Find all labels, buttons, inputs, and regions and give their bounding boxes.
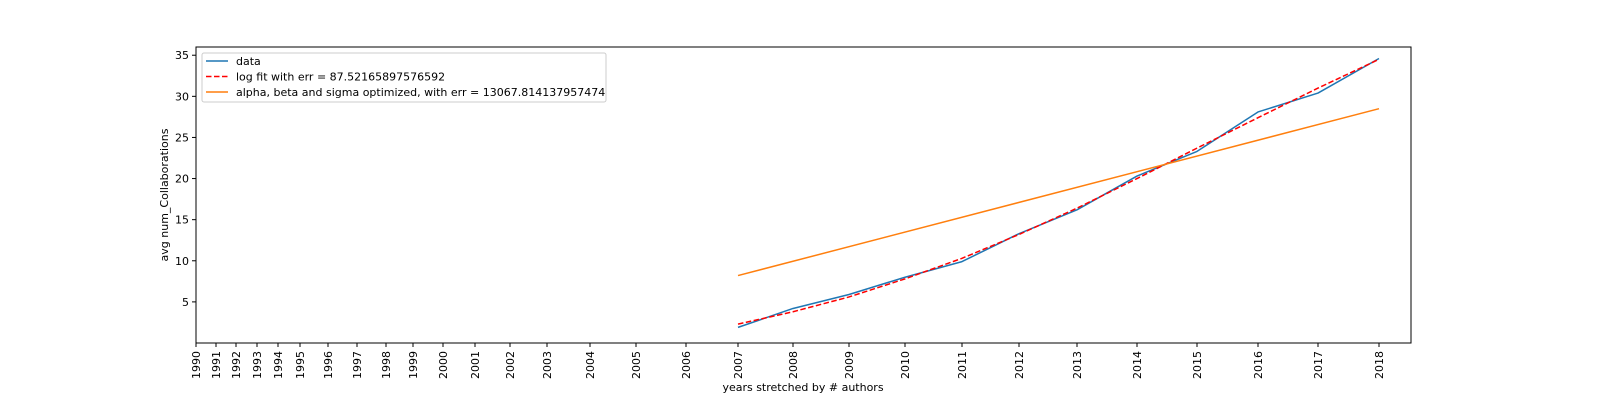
legend: data log fit with err = 87.52165897576592… [201, 52, 607, 103]
x-tick-label: 2004 [584, 351, 597, 379]
x-axis-ticks: 1990 1991 1992 1993 1994 1995 1996 1997 1998 1999… [190, 343, 1386, 379]
plot-frame [195, 46, 1412, 344]
x-tick-label: 2012 [1013, 351, 1026, 379]
legend-label: data [236, 55, 261, 68]
y-tick-label: 30 [175, 90, 189, 103]
x-tick-label: 2008 [787, 351, 800, 379]
x-tick-label: 1991 [210, 351, 223, 379]
x-tick-label: 2000 [437, 351, 450, 379]
x-tick-label: 2007 [732, 351, 745, 379]
x-tick-label: 2002 [504, 351, 517, 379]
x-tick-label: 1997 [351, 351, 364, 379]
x-tick-label: 2014 [1131, 351, 1144, 379]
legend-box [201, 52, 607, 103]
x-tick-label: 2018 [1373, 351, 1386, 379]
x-tick-label: 2009 [843, 351, 856, 379]
x-tick-label: 2011 [956, 351, 969, 379]
x-tick-label: 2001 [469, 351, 482, 379]
legend-label: alpha, beta and sigma optimized, with er… [236, 86, 605, 99]
x-tick-label: 1992 [230, 351, 243, 379]
x-tick-label: 2013 [1071, 351, 1084, 379]
x-tick-label: 1995 [294, 351, 307, 379]
series-line-2 [737, 58, 1380, 325]
series-line-1 [737, 57, 1380, 329]
series-line-3 [737, 107, 1380, 277]
x-tick-label: 2015 [1191, 351, 1204, 379]
y-axis-title: avg num_Collaborations [158, 128, 171, 261]
x-tick-label: 1993 [251, 351, 264, 379]
x-tick-label: 1998 [380, 351, 393, 379]
x-tick-label: 1996 [322, 351, 335, 379]
x-tick-label: 2003 [541, 351, 554, 379]
x-axis-title: years stretched by # authors [722, 381, 883, 394]
y-tick-label: 35 [175, 49, 189, 62]
x-tick-label: 2016 [1252, 351, 1265, 379]
y-tick-label: 15 [175, 214, 189, 227]
x-tick-label: 1994 [272, 351, 285, 379]
x-tick-label: 2006 [680, 351, 693, 379]
y-tick-label: 25 [175, 131, 189, 144]
x-tick-label: 1999 [407, 351, 420, 379]
legend-label: log fit with err = 87.52165897576592 [236, 71, 445, 84]
y-tick-label: 5 [182, 296, 189, 309]
x-tick-label: 2005 [630, 351, 643, 379]
y-tick-label: 20 [175, 173, 189, 186]
x-tick-label: 2010 [899, 351, 912, 379]
x-tick-label: 2017 [1312, 351, 1325, 379]
x-tick-label: 1990 [190, 351, 203, 379]
series-layer [737, 57, 1380, 329]
y-tick-label: 10 [175, 255, 189, 268]
y-axis-ticks: 5 10 15 20 25 30 35 [175, 49, 196, 309]
